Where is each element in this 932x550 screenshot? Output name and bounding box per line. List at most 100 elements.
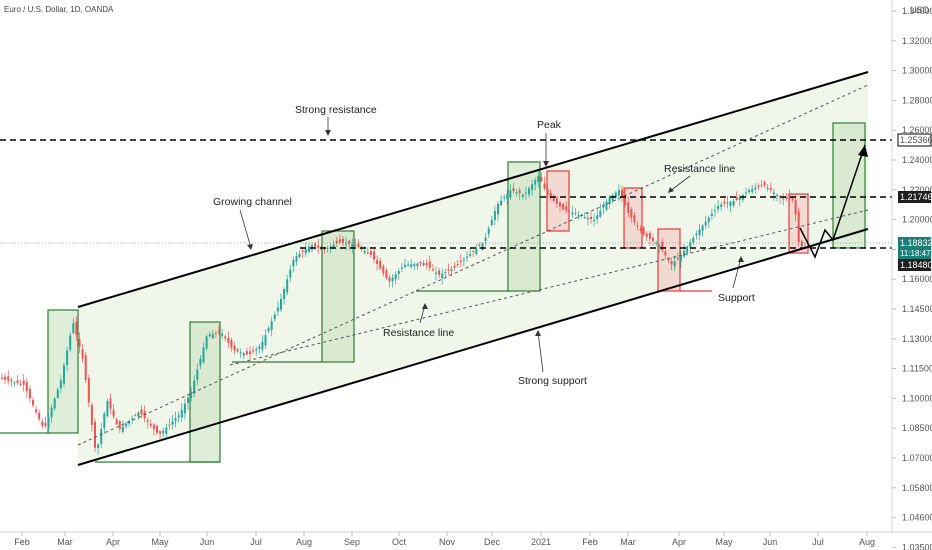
candle-body — [766, 187, 769, 190]
candle-body — [180, 409, 183, 418]
candle-body — [729, 201, 732, 207]
candle-body — [41, 421, 44, 427]
candle-body — [710, 213, 713, 216]
y-tick-label: 1.13000 — [902, 334, 932, 344]
candle-body — [723, 201, 726, 204]
candle-body — [754, 187, 757, 190]
x-tick-label: Dec — [484, 537, 501, 547]
candle-body — [221, 333, 224, 336]
candle-body — [165, 427, 168, 434]
candle-body — [404, 264, 406, 267]
candle-body — [159, 431, 162, 434]
candle-body — [633, 215, 636, 223]
label-resistance-line-1: Resistance line — [664, 163, 735, 175]
candle-body — [286, 279, 289, 293]
candle-body — [695, 233, 698, 235]
candle-body — [87, 378, 90, 403]
green-box — [832, 122, 866, 249]
candle-body — [323, 248, 326, 250]
price-label-3: 1.18480 — [900, 260, 932, 270]
candle-body — [748, 189, 751, 193]
candle-body — [453, 265, 456, 268]
candle-body — [586, 217, 589, 220]
candle-body — [459, 260, 462, 263]
label-peak: Peak — [537, 119, 562, 131]
candle-body — [617, 190, 620, 196]
candle-body — [664, 251, 667, 256]
candle-body — [686, 246, 689, 253]
candle-body — [233, 345, 236, 351]
candle-body — [348, 240, 351, 244]
candle-body — [506, 193, 509, 200]
candle-body — [540, 177, 543, 181]
candle-body — [53, 398, 56, 409]
candle-body — [317, 245, 320, 248]
candle-body — [487, 228, 490, 235]
candle-body — [66, 350, 69, 365]
candle-body — [407, 264, 410, 266]
candle-body — [38, 412, 41, 420]
candle-body — [252, 350, 255, 352]
candle-body — [137, 412, 140, 417]
candle-body — [208, 334, 211, 337]
candle-body — [125, 423, 127, 427]
projection-arrowhead — [858, 145, 868, 157]
x-tick-label: Apr — [672, 537, 686, 547]
candle-body — [788, 195, 791, 200]
price-countdown: 11:18:47 — [900, 249, 931, 258]
candle-body — [692, 237, 695, 243]
candle-body — [624, 194, 627, 206]
candle-body — [717, 206, 720, 210]
candle-body — [574, 212, 577, 214]
candle-body — [435, 272, 437, 274]
candle-body — [249, 351, 251, 355]
candle-body — [211, 333, 214, 339]
candle-body — [661, 242, 664, 251]
candle-body — [707, 217, 710, 223]
red-box — [546, 170, 570, 232]
candle-body — [490, 219, 493, 226]
price-labels: 1.25366 1.21746 1.18832 11:18:47 1.18480 — [897, 133, 932, 271]
candle-body — [187, 397, 189, 404]
label-resistance-line-2: Resistance line — [383, 327, 454, 339]
y-tick-label: 1.32000 — [902, 36, 932, 46]
candle-body — [698, 229, 701, 236]
candle-body — [735, 197, 738, 201]
candle-body — [376, 259, 379, 265]
candle-body — [599, 210, 602, 217]
candle-body — [714, 210, 716, 211]
candle-body — [422, 263, 425, 266]
y-tick-label: 1.03500 — [902, 542, 932, 550]
candle-body — [267, 328, 270, 332]
candle-body — [366, 252, 369, 254]
candle-body — [292, 259, 295, 267]
candle-body — [410, 264, 413, 267]
candle-body — [602, 206, 605, 208]
candle-body — [97, 444, 100, 448]
candle-body — [162, 430, 165, 434]
candle-body — [720, 204, 723, 207]
candle-body — [342, 238, 344, 243]
x-tick-label: Aug — [859, 537, 875, 547]
candle-body — [593, 219, 596, 222]
candle-body — [652, 237, 654, 241]
candle-body — [280, 298, 282, 310]
currency-label: USD — [910, 5, 930, 15]
candle-body — [450, 269, 453, 272]
candle-body — [354, 245, 357, 247]
candle-body — [360, 248, 363, 250]
candle-body — [583, 216, 586, 218]
candle-body — [171, 421, 174, 425]
candle-body — [559, 202, 561, 207]
candle-body — [416, 263, 419, 267]
candle-body — [84, 355, 87, 380]
price-label-box-2 — [898, 191, 931, 203]
candle-body — [782, 198, 785, 200]
candle-body — [726, 202, 729, 204]
candle-body — [518, 190, 521, 194]
y-tick-label: 1.22000 — [902, 185, 932, 195]
candle-body — [118, 421, 121, 430]
candle-body — [667, 259, 670, 261]
candle-body — [630, 209, 633, 219]
